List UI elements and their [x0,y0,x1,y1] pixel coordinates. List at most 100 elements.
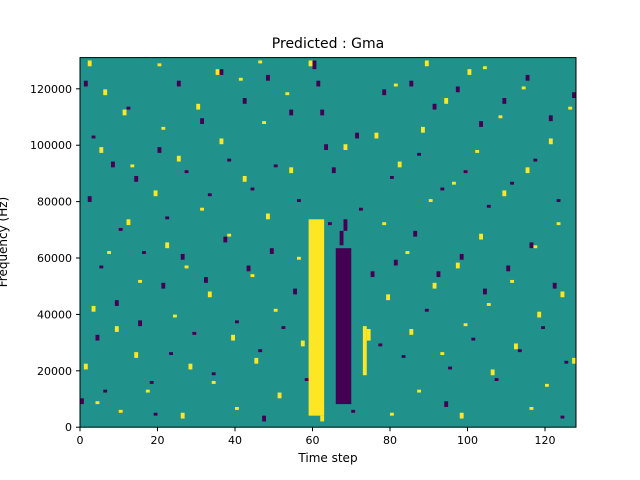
heatmap-cell [486,303,491,306]
heatmap-cell [448,366,452,370]
heatmap-cell [211,381,216,384]
heatmap-cell [494,378,499,381]
heatmap-cell [455,86,460,93]
heatmap-cell [444,98,449,104]
heatmap-cell [537,311,542,318]
heatmap-cell [436,271,441,278]
heatmap-background [80,57,576,428]
heatmap-cell [192,331,197,335]
heatmap-cell [165,242,170,249]
heatmap-cell [176,155,181,162]
heatmap-cell [320,415,325,422]
heatmap-cell [339,230,344,246]
heatmap-cell [529,242,534,249]
heatmap-cell [161,126,166,130]
heatmap-cell [455,262,460,269]
heatmap-cell [471,337,476,341]
heatmap-cell [153,412,158,416]
heatmap-cell [316,80,321,87]
heatmap-cell [490,369,495,376]
heatmap-cell [200,207,204,211]
heatmap-cell [517,349,522,353]
heatmap-cell [114,300,119,306]
heatmap-cell [533,158,538,162]
heatmap-cell [560,291,565,298]
heatmap-cell [227,233,232,237]
heatmap-cell [397,161,402,168]
heatmap-cell [320,109,325,116]
heatmap-cell [463,170,468,174]
heatmap-cell [277,392,282,399]
heatmap-cell [80,398,84,405]
y-axis-label: Frequency (Hz) [0,196,10,288]
x-tick-label: 100 [457,434,478,447]
heatmap-cell [114,326,119,332]
heatmap-cell [304,378,309,381]
heatmap-cell [95,401,100,405]
heatmap-cell [428,199,433,202]
heatmap-cell [262,121,266,125]
heatmap-cell [134,352,139,358]
heatmap-cell [479,233,483,240]
heatmap-cell [138,279,142,283]
heatmap-cell [533,245,538,249]
heatmap-cell [424,308,429,312]
heatmap-cell [219,69,224,75]
plot-title: Predicted : Gma [271,36,385,52]
heatmap-cell [227,158,232,162]
heatmap-cell [235,406,239,410]
heatmap-cell [498,115,503,119]
heatmap-cell [285,92,290,96]
heatmap-cell [343,219,348,231]
heatmap-cell [91,135,96,139]
heatmap-cell [293,288,297,295]
heatmap-cell [390,412,394,416]
y-tick-label: 0 [65,421,72,434]
heatmap-cell [366,329,371,341]
heatmap-cell [417,152,421,156]
heatmap-cell [118,227,123,231]
heatmap-cell [479,121,483,127]
heatmap-cell [153,190,158,197]
heatmap-cell [231,334,235,341]
heatmap-cell [510,279,514,283]
heatmap-cell [548,138,553,145]
heatmap-cell [142,251,146,254]
heatmap-cell [572,92,576,99]
heatmap-cell [343,144,348,150]
heatmap-cell [184,265,189,269]
heatmap-cell [180,412,185,419]
heatmap-cell [204,277,208,283]
axes-frame [79,57,577,428]
heatmap-cell [180,253,185,260]
heatmap-cell [545,383,549,387]
heatmap-cell [242,175,247,182]
x-tick-label: 80 [383,434,397,447]
heatmap-cell [87,196,92,202]
heatmap-cell [111,161,115,168]
heatmap-cell [157,63,162,67]
heatmap-cell [525,167,530,174]
heatmap-cell [444,401,449,407]
heatmap-cell [161,282,166,289]
heatmap-cell [401,355,406,358]
heatmap-cell [273,308,278,312]
heatmap-cell [521,86,526,90]
heatmap-cell [355,132,359,139]
heatmap-cell [250,274,255,278]
heatmap-cell [99,147,104,153]
heatmap-cell [324,144,328,150]
heatmap-cell [196,103,201,110]
heatmap-cell [409,80,414,87]
heatmap-cell [130,164,135,168]
heatmap-cell [417,389,421,393]
heatmap-cell [486,204,491,208]
heatmap-band [335,248,352,405]
x-tick-label: 120 [535,434,556,447]
heatmap-cell [440,352,445,356]
heatmap-cell [289,167,294,174]
heatmap-cell [560,415,565,419]
heatmap-cell [452,181,456,185]
heatmap-cell [289,109,294,116]
heatmap-cell [541,326,545,330]
